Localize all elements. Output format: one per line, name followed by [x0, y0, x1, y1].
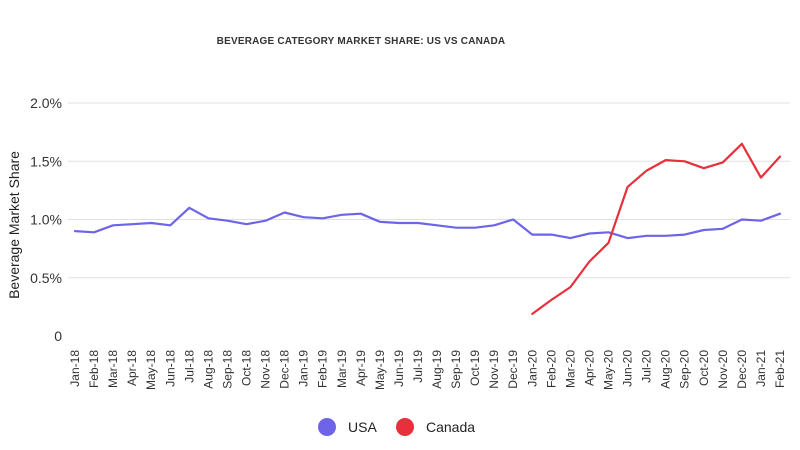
series-line-usa — [73, 206, 782, 240]
y-tick-label: 2.0% — [30, 95, 62, 111]
x-tick-label: Jun-20 — [621, 350, 635, 387]
x-tick-label: Jul-19 — [411, 350, 425, 383]
y-tick-label: 1.5% — [30, 153, 62, 169]
x-tick-label: Jan-19 — [297, 350, 311, 387]
x-tick-label: Aug-19 — [430, 350, 444, 389]
x-tick-label: Sep-18 — [220, 350, 234, 389]
x-tick-label: Nov-20 — [716, 350, 730, 389]
x-tick-label: Jul-20 — [640, 350, 654, 383]
x-tick-label: May-18 — [144, 350, 158, 390]
x-tick-label: Oct-18 — [239, 350, 253, 386]
legend-marker-usa — [318, 418, 336, 436]
x-tick-label: Mar-18 — [106, 350, 120, 388]
x-tick-label: Apr-19 — [354, 350, 368, 386]
x-tick-label: Feb-19 — [316, 350, 330, 388]
x-tick-label: Nov-19 — [487, 350, 501, 389]
x-tick-label: Oct-19 — [468, 350, 482, 386]
x-tick-label: Dec-20 — [735, 350, 749, 389]
x-tick-label: May-20 — [602, 350, 616, 390]
x-tick-label: Apr-20 — [582, 350, 596, 386]
x-tick-label: Feb-18 — [87, 350, 101, 388]
x-tick-label: Dec-19 — [506, 350, 520, 389]
x-tick-label: Jul-18 — [182, 350, 196, 383]
y-tick-label: 0 — [54, 328, 62, 344]
x-tick-label: Dec-18 — [278, 350, 292, 389]
series-line-canada — [531, 142, 782, 315]
x-axis-ticks: Jan-18 Feb-18 Mar-18 Apr-18 May-18 Jun-18 Jul-… — [68, 350, 787, 390]
x-tick-label: Jan-21 — [754, 350, 768, 387]
x-tick-label: Jan-20 — [525, 350, 539, 387]
x-tick-label: Jan-18 — [68, 350, 82, 387]
x-tick-label: Oct-20 — [697, 350, 711, 386]
x-tick-label: Feb-21 — [773, 350, 787, 388]
gridlines — [68, 102, 790, 279]
x-tick-label: Sep-19 — [449, 350, 463, 389]
legend-marker-canada — [396, 418, 414, 436]
x-tick-label: May-19 — [373, 350, 387, 390]
chart-title: BEVERAGE CATEGORY MARKET SHARE: US VS CA… — [217, 36, 506, 47]
legend-label-usa: USA — [348, 419, 377, 435]
x-tick-label: Sep-20 — [678, 350, 692, 389]
x-tick-label: Jun-19 — [392, 350, 406, 387]
series-lines — [73, 142, 782, 315]
y-tick-label: 1.0% — [30, 212, 62, 228]
y-axis-label: Beverage Market Share — [6, 151, 22, 299]
x-tick-label: Mar-19 — [335, 350, 349, 388]
x-tick-label: Aug-20 — [659, 350, 673, 389]
x-tick-label: Feb-20 — [544, 350, 558, 388]
x-tick-label: Jun-18 — [163, 350, 177, 387]
x-tick-label: Nov-18 — [259, 350, 273, 389]
x-tick-label: Aug-18 — [201, 350, 215, 389]
legend-label-canada: Canada — [426, 419, 475, 435]
legend: USA Canada — [318, 418, 475, 436]
y-tick-label: 0.5% — [30, 270, 62, 286]
x-tick-label: Apr-18 — [125, 350, 139, 386]
y-axis-ticks: 0 0.5% 1.0% 1.5% 2.0% — [30, 95, 62, 344]
x-tick-label: Mar-20 — [563, 350, 577, 388]
